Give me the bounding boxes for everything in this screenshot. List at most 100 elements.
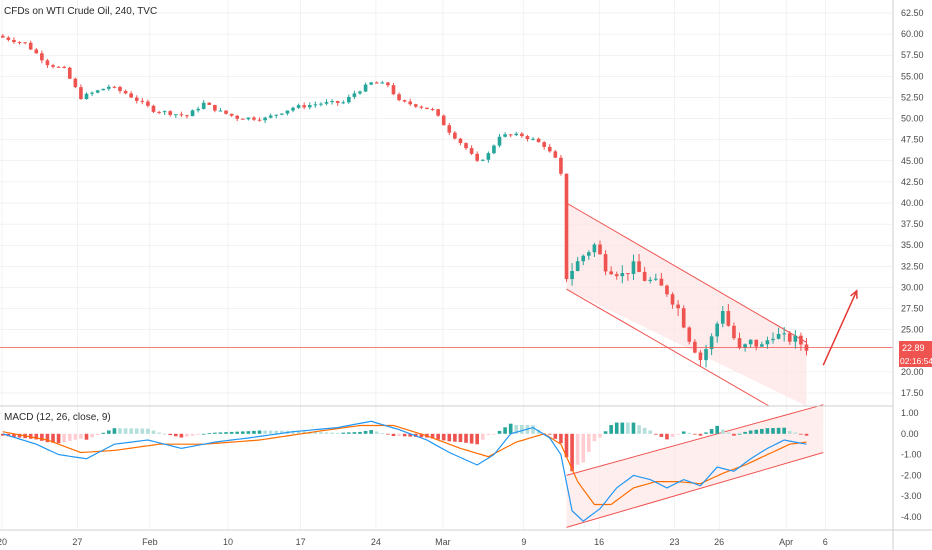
candle-body[interactable] bbox=[793, 335, 798, 342]
candle-body[interactable] bbox=[34, 49, 39, 54]
macd-signal-line[interactable] bbox=[2, 424, 807, 506]
candle-body[interactable] bbox=[84, 93, 89, 100]
candle-body[interactable] bbox=[40, 53, 44, 61]
candle-body[interactable] bbox=[218, 110, 223, 112]
candle-layer[interactable] bbox=[0, 34, 809, 368]
candle-body[interactable] bbox=[73, 78, 78, 88]
candle-body[interactable] bbox=[508, 134, 513, 136]
candle-body[interactable] bbox=[704, 349, 708, 361]
candle-body[interactable] bbox=[475, 153, 480, 161]
candle-body[interactable] bbox=[715, 323, 720, 337]
candle-body[interactable] bbox=[51, 65, 55, 67]
candle-body[interactable] bbox=[603, 254, 608, 272]
candle-body[interactable] bbox=[760, 344, 764, 347]
candle-body[interactable] bbox=[520, 133, 524, 137]
candle-body[interactable] bbox=[280, 113, 284, 115]
candle-body[interactable] bbox=[224, 110, 228, 114]
candle-body[interactable] bbox=[609, 271, 613, 275]
candle-body[interactable] bbox=[776, 333, 781, 339]
candle-body[interactable] bbox=[213, 104, 217, 111]
candle-body[interactable] bbox=[352, 93, 357, 97]
candle-body[interactable] bbox=[23, 42, 27, 44]
candle-body[interactable] bbox=[687, 327, 692, 342]
candle-body[interactable] bbox=[324, 102, 329, 104]
candle-body[interactable] bbox=[151, 105, 156, 112]
candle-body[interactable] bbox=[140, 100, 145, 102]
candle-body[interactable] bbox=[168, 111, 173, 115]
candle-body[interactable] bbox=[341, 102, 346, 104]
candle-body[interactable] bbox=[536, 138, 541, 143]
candle-body[interactable] bbox=[765, 340, 770, 345]
candle-body[interactable] bbox=[570, 270, 574, 280]
candle-body[interactable] bbox=[581, 255, 586, 262]
candle-body[interactable] bbox=[542, 142, 546, 147]
candle-body[interactable] bbox=[319, 103, 323, 105]
candle-body[interactable] bbox=[402, 100, 407, 102]
candle-body[interactable] bbox=[95, 90, 100, 93]
candle-body[interactable] bbox=[240, 118, 245, 120]
candle-body[interactable] bbox=[229, 113, 234, 116]
candle-body[interactable] bbox=[157, 111, 161, 113]
candle-body[interactable] bbox=[62, 66, 66, 68]
candle-body[interactable] bbox=[559, 157, 563, 174]
candle-body[interactable] bbox=[162, 111, 167, 113]
candle-body[interactable] bbox=[458, 138, 463, 144]
candle-body[interactable] bbox=[235, 115, 240, 119]
candle-body[interactable] bbox=[363, 84, 368, 92]
candle-body[interactable] bbox=[564, 173, 569, 280]
candle-body[interactable] bbox=[642, 271, 647, 281]
candle-body[interactable] bbox=[637, 261, 641, 272]
candle-body[interactable] bbox=[302, 105, 306, 108]
candle-body[interactable] bbox=[386, 82, 390, 86]
candle-body[interactable] bbox=[274, 114, 279, 116]
candle-body[interactable] bbox=[347, 96, 351, 103]
candle-body[interactable] bbox=[129, 93, 133, 98]
candle-body[interactable] bbox=[380, 82, 385, 84]
candle-body[interactable] bbox=[799, 335, 803, 345]
candle-body[interactable] bbox=[430, 109, 435, 111]
candle-body[interactable] bbox=[146, 101, 150, 106]
candle-body[interactable] bbox=[670, 294, 675, 305]
candle-body[interactable] bbox=[419, 106, 424, 108]
candle-body[interactable] bbox=[743, 344, 747, 348]
candle-body[interactable] bbox=[397, 94, 401, 101]
candle-body[interactable] bbox=[425, 107, 429, 110]
candle-body[interactable] bbox=[134, 97, 139, 101]
candle-body[interactable] bbox=[369, 82, 373, 85]
candle-body[interactable] bbox=[732, 325, 736, 339]
candle-body[interactable] bbox=[787, 333, 792, 342]
candle-body[interactable] bbox=[190, 110, 195, 117]
candle-body[interactable] bbox=[112, 86, 117, 88]
candle-body[interactable] bbox=[709, 336, 714, 350]
candle-body[interactable] bbox=[592, 244, 597, 253]
candle-body[interactable] bbox=[653, 278, 658, 280]
candle-body[interactable] bbox=[514, 133, 519, 136]
candle-body[interactable] bbox=[313, 104, 318, 106]
candle-body[interactable] bbox=[90, 92, 94, 94]
candle-body[interactable] bbox=[101, 88, 106, 91]
candle-body[interactable] bbox=[358, 91, 362, 94]
candle-body[interactable] bbox=[330, 101, 334, 103]
candle-body[interactable] bbox=[173, 114, 178, 116]
candle-body[interactable] bbox=[659, 278, 664, 286]
candle-body[interactable] bbox=[447, 125, 452, 133]
candle-body[interactable] bbox=[737, 338, 742, 348]
candle-body[interactable] bbox=[252, 117, 256, 120]
candle-body[interactable] bbox=[464, 143, 468, 149]
candle-body[interactable] bbox=[480, 159, 485, 161]
candle-body[interactable] bbox=[291, 107, 295, 111]
candle-body[interactable] bbox=[681, 308, 686, 328]
candle-body[interactable] bbox=[45, 60, 50, 66]
candle-body[interactable] bbox=[307, 105, 312, 108]
candle-body[interactable] bbox=[453, 132, 457, 139]
candle-body[interactable] bbox=[754, 339, 759, 347]
candle-body[interactable] bbox=[469, 148, 474, 154]
candle-body[interactable] bbox=[620, 273, 625, 277]
candle-body[interactable] bbox=[782, 333, 786, 335]
candle-body[interactable] bbox=[79, 87, 83, 100]
candle-body[interactable] bbox=[436, 109, 440, 116]
candle-body[interactable] bbox=[698, 352, 703, 361]
candle-body[interactable] bbox=[553, 151, 558, 158]
candle-body[interactable] bbox=[391, 85, 396, 95]
candle-body[interactable] bbox=[246, 117, 251, 120]
